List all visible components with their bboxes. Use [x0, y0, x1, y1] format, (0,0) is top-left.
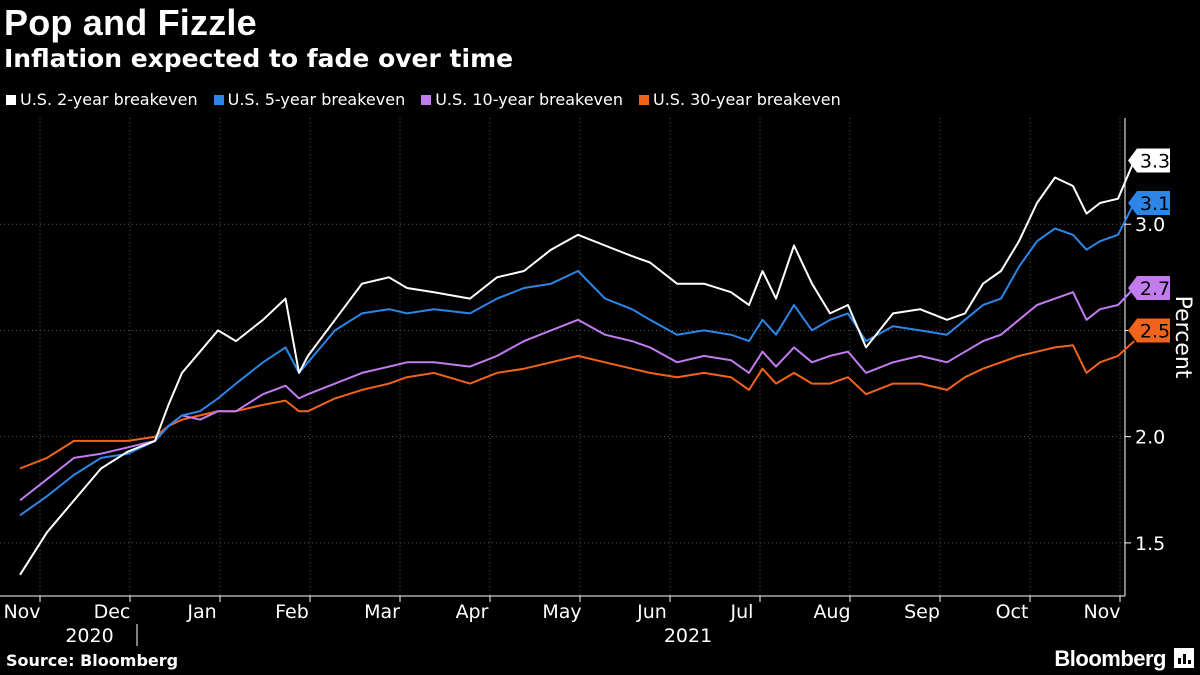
end-label-0: 3.3	[1140, 150, 1170, 172]
end-label-box-3	[1128, 318, 1170, 343]
bloomberg-logo: Bloomberg	[1054, 646, 1166, 671]
legend-swatch	[421, 94, 432, 105]
source-note: Source: Bloomberg	[6, 651, 179, 670]
x-tick-label: Nov	[1083, 601, 1120, 623]
legend-item-2-year: U.S. 2-year breakeven	[6, 90, 198, 109]
x-tick-label: Aug	[813, 601, 850, 623]
x-year-label: 2021	[664, 625, 712, 647]
y-tick-label: 3.0	[1135, 214, 1165, 236]
end-label-1: 3.1	[1140, 193, 1170, 215]
end-label-2: 2.7	[1140, 278, 1170, 300]
legend-swatch	[6, 94, 16, 105]
end-label-box-1	[1128, 190, 1170, 215]
x-tick-label: Jul	[730, 601, 754, 623]
end-label-box-0	[1128, 148, 1170, 173]
bloomberg-chart-icon	[1174, 648, 1194, 668]
x-tick-label: Mar	[364, 601, 400, 623]
end-label-3: 2.5	[1140, 320, 1170, 342]
legend: U.S. 2-year breakeven U.S. 5-year breake…	[6, 90, 841, 109]
series-line-3	[19, 340, 1135, 470]
y-tick-label: 1.5	[1135, 533, 1165, 555]
y-axis-title: Percent	[1170, 296, 1195, 379]
legend-label: U.S. 30-year breakeven	[653, 90, 841, 109]
x-tick-label: Jan	[186, 601, 216, 623]
chart-subtitle: Inflation expected to fade over time	[4, 44, 514, 73]
x-year-label: 2020	[65, 625, 113, 647]
series-line-1	[19, 202, 1136, 517]
x-tick-label: Nov	[3, 601, 40, 623]
x-tick-label: May	[542, 601, 581, 623]
x-tick-label: Feb	[275, 601, 309, 623]
x-tick-label: Dec	[94, 601, 131, 623]
legend-label: U.S. 10-year breakeven	[435, 90, 623, 109]
series-line-0	[19, 160, 1136, 576]
y-tick-label: 2.0	[1135, 427, 1165, 449]
x-tick-label: Apr	[456, 601, 489, 623]
chart-title: Pop and Fizzle	[4, 2, 257, 43]
end-label-box-2	[1128, 275, 1170, 300]
legend-item-10-year: U.S. 10-year breakeven	[421, 90, 623, 109]
series-line-2	[19, 287, 1135, 502]
legend-label: U.S. 5-year breakeven	[227, 90, 406, 109]
legend-swatch	[213, 94, 224, 105]
legend-label: U.S. 2-year breakeven	[20, 90, 198, 109]
x-tick-label: Jun	[636, 601, 667, 623]
x-tick-label: Oct	[996, 601, 1029, 623]
x-tick-label: Sep	[904, 601, 940, 623]
legend-item-5-year: U.S. 5-year breakeven	[213, 90, 406, 109]
legend-item-30-year: U.S. 30-year breakeven	[639, 90, 841, 109]
legend-swatch	[639, 94, 649, 105]
